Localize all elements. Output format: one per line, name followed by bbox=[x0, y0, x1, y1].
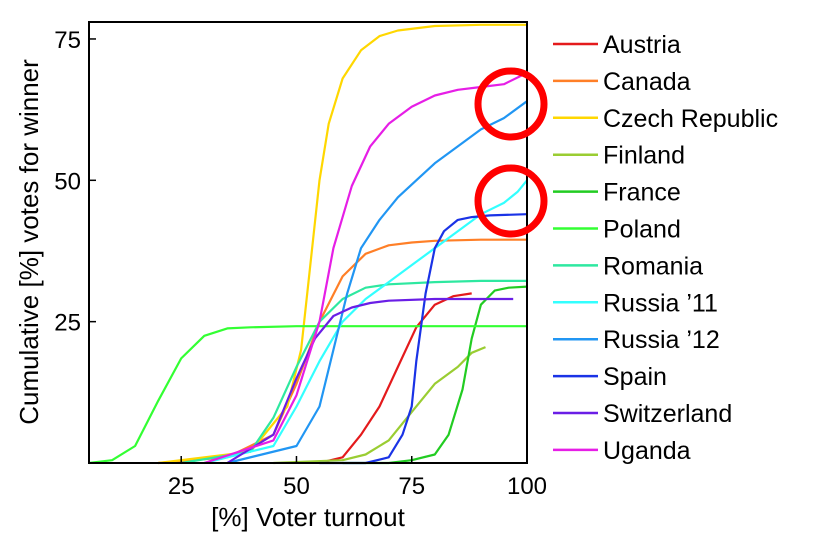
legend-label-france: France bbox=[603, 179, 681, 207]
series-line-switzerland bbox=[226, 297, 514, 464]
x-tick-label: 25 bbox=[168, 473, 195, 500]
series-line-czech-republic bbox=[158, 23, 527, 465]
legend-label-poland: Poland bbox=[603, 216, 681, 244]
series-line-poland bbox=[88, 325, 527, 465]
legend-label-canada: Canada bbox=[603, 68, 691, 96]
legend: Austria Canada Czech Republic Finland France… bbox=[553, 31, 778, 465]
x-tick-label: 50 bbox=[283, 473, 310, 500]
legend-label-spain: Spain bbox=[603, 363, 667, 391]
legend-label-russia-11: Russia ’11 bbox=[603, 289, 718, 317]
series-line-russia-12 bbox=[227, 100, 528, 465]
series-line-canada bbox=[158, 238, 527, 465]
series-line-austria bbox=[319, 292, 472, 465]
y-tick-label: 25 bbox=[54, 310, 81, 337]
legend-label-czech-republic: Czech Republic bbox=[603, 105, 778, 133]
x-axis-title: [%] Voter turnout bbox=[211, 502, 405, 532]
legend-label-austria: Austria bbox=[603, 31, 681, 59]
series-line-russia-11 bbox=[204, 179, 528, 465]
y-tick-label: 50 bbox=[54, 168, 81, 195]
plot-frame bbox=[88, 21, 528, 464]
legend-label-switzerland: Switzerland bbox=[603, 400, 732, 428]
series-line-spain bbox=[319, 213, 528, 465]
highlight-circle-russia-11-end bbox=[474, 164, 548, 238]
series-line-romania bbox=[181, 279, 527, 465]
legend-label-uganda: Uganda bbox=[603, 437, 691, 465]
plot-lines bbox=[88, 23, 528, 465]
axis-ticks: 25 50 75 100 25 50 75 bbox=[54, 27, 547, 500]
legend-label-russia-12: Russia ’12 bbox=[603, 326, 720, 354]
x-tick-label: 75 bbox=[398, 473, 425, 500]
series-line-france bbox=[342, 285, 528, 465]
highlight-circle-uganda-end bbox=[474, 67, 548, 141]
series-line-finland bbox=[273, 346, 486, 465]
y-tick-label: 75 bbox=[54, 27, 81, 54]
x-tick-label: 100 bbox=[507, 473, 547, 500]
legend-label-finland: Finland bbox=[603, 142, 685, 170]
legend-label-romania: Romania bbox=[603, 252, 703, 280]
y-axis-title: Cumulative [%] votes for winner bbox=[14, 59, 44, 425]
series-line-uganda bbox=[203, 71, 528, 465]
